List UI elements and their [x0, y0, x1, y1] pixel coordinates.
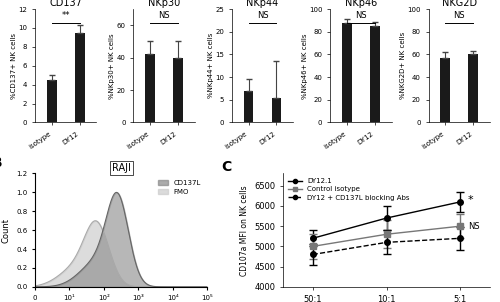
- Title: CD137: CD137: [50, 0, 82, 8]
- Bar: [244, 91, 254, 123]
- Text: C: C: [221, 160, 232, 174]
- Text: NS: NS: [468, 222, 479, 231]
- Text: *: *: [468, 195, 473, 205]
- Y-axis label: Count: Count: [2, 218, 11, 243]
- Y-axis label: %NKG2D+ NK cells: %NKG2D+ NK cells: [400, 32, 406, 99]
- Legend: DY12.1, Control isotype, DY12 + CD137L blocking Abs: DY12.1, Control isotype, DY12 + CD137L b…: [286, 177, 412, 202]
- Bar: [468, 54, 478, 123]
- Text: NS: NS: [355, 11, 366, 21]
- Text: NS: NS: [158, 11, 170, 21]
- Bar: [75, 33, 85, 123]
- Bar: [146, 54, 155, 123]
- Title: NKp46: NKp46: [345, 0, 377, 8]
- Y-axis label: %NKp44+ NK cells: %NKp44+ NK cells: [208, 33, 214, 98]
- Text: **: **: [62, 11, 70, 21]
- Legend: CD137L, FMO: CD137L, FMO: [155, 177, 204, 198]
- Bar: [272, 98, 281, 123]
- Title: NKp44: NKp44: [246, 0, 278, 8]
- Y-axis label: %NKp30+ NK cells: %NKp30+ NK cells: [110, 33, 116, 98]
- Text: NS: NS: [454, 11, 465, 21]
- Text: NS: NS: [256, 11, 268, 21]
- Title: NKG2D: NKG2D: [442, 0, 477, 8]
- Bar: [173, 58, 183, 123]
- Title: NKp30: NKp30: [148, 0, 180, 8]
- Title: RAJI: RAJI: [112, 163, 130, 173]
- Bar: [370, 26, 380, 123]
- Bar: [440, 58, 450, 123]
- Y-axis label: %NKp46+ NK cells: %NKp46+ NK cells: [302, 33, 308, 98]
- Y-axis label: %CD137+ NK cells: %CD137+ NK cells: [11, 33, 17, 99]
- Y-axis label: CD107a MFI on NK cells: CD107a MFI on NK cells: [240, 185, 249, 275]
- Text: B: B: [0, 156, 2, 171]
- Bar: [342, 23, 352, 123]
- Bar: [47, 80, 56, 123]
